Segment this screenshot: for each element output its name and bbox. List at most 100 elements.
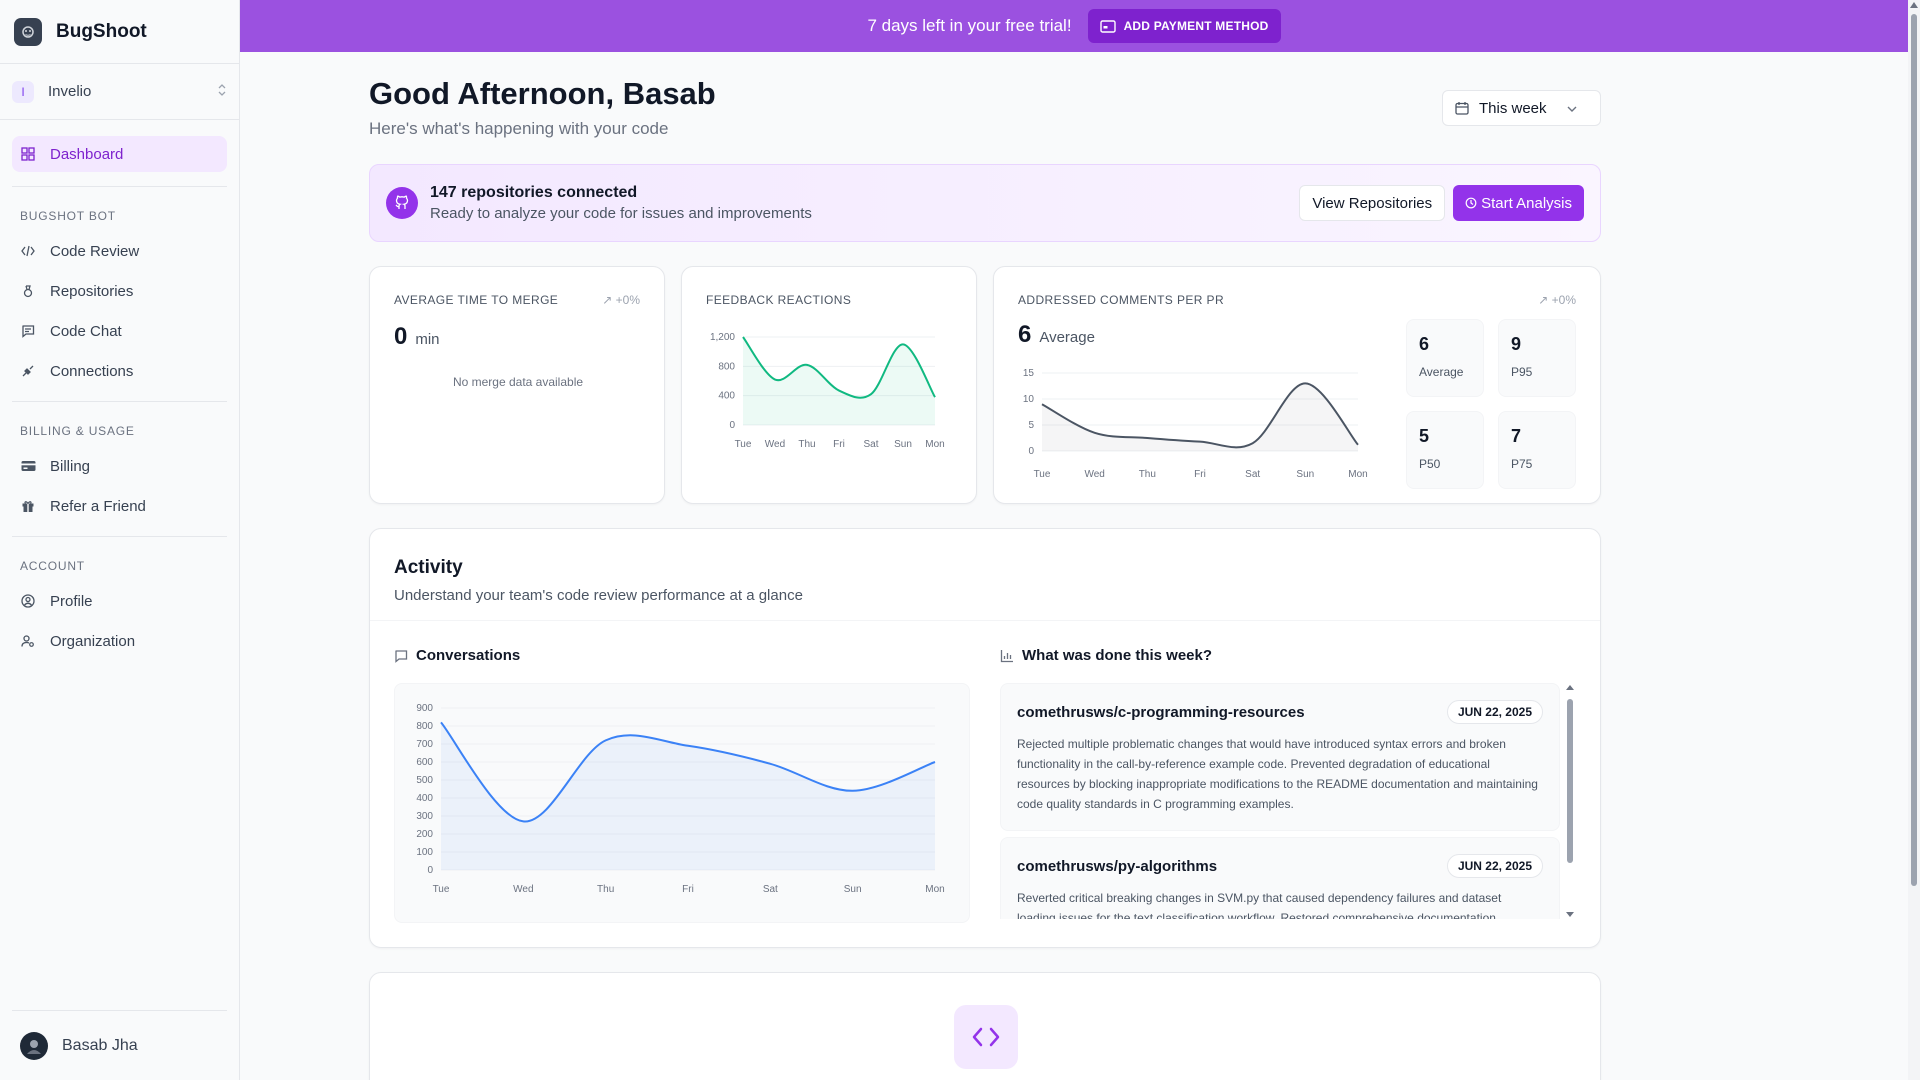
bar-chart-icon <box>1000 649 1013 662</box>
brand[interactable]: BugShoot <box>0 0 239 64</box>
sidebar-item-refer[interactable]: Refer a Friend <box>12 486 227 526</box>
sidebar-item-dashboard[interactable]: Dashboard <box>12 136 227 172</box>
repositories-actions: View Repositories Start Analysis <box>1299 185 1584 221</box>
start-analysis-button[interactable]: Start Analysis <box>1453 185 1584 221</box>
sidebar-item-label: Dashboard <box>50 145 124 163</box>
page-scrollbar[interactable] <box>1908 0 1920 1080</box>
card-label: FEEDBACK REACTIONS <box>706 293 852 307</box>
avatar <box>20 1031 48 1060</box>
weekly-summary-list[interactable]: comethrusws/c-programming-resources JUN … <box>1000 683 1560 919</box>
trial-banner-text: 7 days left in your free trial! <box>867 16 1072 35</box>
analysis-icon <box>1465 197 1477 209</box>
plug-icon <box>20 363 36 379</box>
user-menu[interactable]: Basab Jha <box>12 1010 227 1080</box>
y-tick-label: 400 <box>718 391 735 402</box>
start-analysis-label: Start Analysis <box>1481 194 1572 212</box>
y-tick-label: 300 <box>416 811 433 822</box>
x-tick-label: Sun <box>1296 469 1314 480</box>
chevron-updown-icon <box>217 83 227 100</box>
merge-value-row: 0 min <box>394 323 440 351</box>
nav-section-billing: BILLING & USAGE Billing Refer a Friend <box>12 401 227 526</box>
list-item-header: comethrusws/py-algorithms JUN 22, 2025 <box>1017 854 1543 878</box>
trial-banner: 7 days left in your free trial! ADD PAYM… <box>240 0 1908 52</box>
conversations-heading: Conversations <box>394 647 520 664</box>
sidebar: BugShoot I Invelio Dashboard BUGSHOT BOT… <box>0 0 240 1080</box>
sidebar-item-code-review[interactable]: Code Review <box>12 231 227 271</box>
stat-tile: 7 P75 <box>1498 411 1576 489</box>
repositories-count: 147 repositories connected <box>430 184 638 201</box>
add-payment-method-button[interactable]: ADD PAYMENT METHOD <box>1087 9 1281 43</box>
card-label: ADDRESSED COMMENTS PER PR <box>1018 293 1225 307</box>
x-tick-label: Fri <box>833 439 845 450</box>
x-tick-label: Fri <box>682 884 694 895</box>
stat-value: 5 <box>1419 426 1430 446</box>
trend-value: +0% <box>1551 293 1576 307</box>
scroll-up-arrow[interactable] <box>1566 685 1574 690</box>
list-item[interactable]: comethrusws/c-programming-resources JUN … <box>1000 683 1560 831</box>
series-area <box>1042 383 1358 451</box>
stat-value: 6 <box>1419 334 1430 354</box>
x-tick-label: Sun <box>894 439 912 450</box>
brand-name: BugShoot <box>56 20 147 42</box>
view-repositories-button[interactable]: View Repositories <box>1299 185 1446 221</box>
nav-section-bot: BUGSHOT BOT Code Review Repositories Cod… <box>12 186 227 391</box>
y-tick-label: 200 <box>416 829 433 840</box>
card-label: AVERAGE TIME TO MERGE <box>394 293 559 307</box>
x-tick-label: Wed <box>765 439 785 450</box>
stat-tile: 5 P50 <box>1406 411 1484 489</box>
list-scrollbar-thumb[interactable] <box>1567 699 1573 863</box>
sidebar-item-organization[interactable]: Organization <box>12 621 227 661</box>
x-tick-label: Thu <box>798 439 815 450</box>
code-icon <box>20 243 36 259</box>
merge-time-card: AVERAGE TIME TO MERGE ↗ +0% 0 min No mer… <box>369 266 665 504</box>
y-tick-label: 1,200 <box>710 332 735 343</box>
x-tick-label: Mon <box>925 439 944 450</box>
org-switcher[interactable]: I Invelio <box>0 64 239 120</box>
date-badge: JUN 22, 2025 <box>1446 854 1543 878</box>
y-tick-label: 5 <box>1028 420 1034 431</box>
weekly-summary-heading: What was done this week? <box>1000 647 1212 664</box>
scroll-down-arrow[interactable] <box>1566 912 1574 917</box>
stat-label: Average <box>1419 365 1464 379</box>
stat-value: 9 <box>1511 334 1522 354</box>
list-scrollbar[interactable] <box>1564 683 1576 919</box>
y-tick-label: 600 <box>416 757 433 768</box>
y-tick-label: 100 <box>416 847 433 858</box>
y-tick-label: 700 <box>416 739 433 750</box>
sidebar-item-repositories[interactable]: Repositories <box>12 271 227 311</box>
stat-tile: 9 P95 <box>1498 319 1576 397</box>
date-badge: JUN 22, 2025 <box>1446 700 1543 724</box>
comments-value: 6 <box>1018 321 1032 348</box>
sidebar-item-billing[interactable]: Billing <box>12 446 227 486</box>
merge-value: 0 <box>394 323 408 350</box>
y-tick-label: 900 <box>416 703 433 714</box>
bug-logo-icon <box>14 17 42 46</box>
weekly-summary-label: What was done this week? <box>1022 647 1213 664</box>
x-tick-label: Sat <box>763 884 778 895</box>
divider <box>370 620 1600 621</box>
sidebar-item-label: Billing <box>50 457 91 475</box>
trend-indicator: ↗ +0% <box>602 293 640 307</box>
sidebar-item-label: Connections <box>50 362 134 380</box>
sidebar-item-code-chat[interactable]: Code Chat <box>12 311 227 351</box>
x-tick-label: Mon <box>1348 469 1367 480</box>
scroll-up-arrow[interactable] <box>1910 2 1918 8</box>
stat-tile: 6 Average <box>1406 319 1484 397</box>
y-tick-label: 15 <box>1023 368 1035 379</box>
x-tick-label: Sat <box>1245 469 1260 480</box>
nav-heading: BILLING & USAGE <box>20 424 135 438</box>
page-scrollbar-thumb[interactable] <box>1911 14 1917 886</box>
empty-state-text: No merge data available <box>452 375 584 389</box>
list-item[interactable]: comethrusws/py-algorithms JUN 22, 2025 R… <box>1000 837 1560 919</box>
sidebar-item-profile[interactable]: Profile <box>12 581 227 621</box>
activity-card: Activity Understand your team's code rev… <box>369 528 1601 948</box>
add-payment-method-label: ADD PAYMENT METHOD <box>1123 19 1269 33</box>
period-select[interactable]: This week <box>1442 90 1601 126</box>
chevron-down-icon <box>1566 100 1588 117</box>
x-tick-label: Sun <box>844 884 862 895</box>
repositories-subtitle: Ready to analyze your code for issues an… <box>430 205 812 222</box>
period-select-value: This week <box>1479 99 1547 117</box>
sidebar-item-connections[interactable]: Connections <box>12 351 227 391</box>
y-tick-label: 0 <box>427 865 433 876</box>
series-area <box>743 337 935 425</box>
